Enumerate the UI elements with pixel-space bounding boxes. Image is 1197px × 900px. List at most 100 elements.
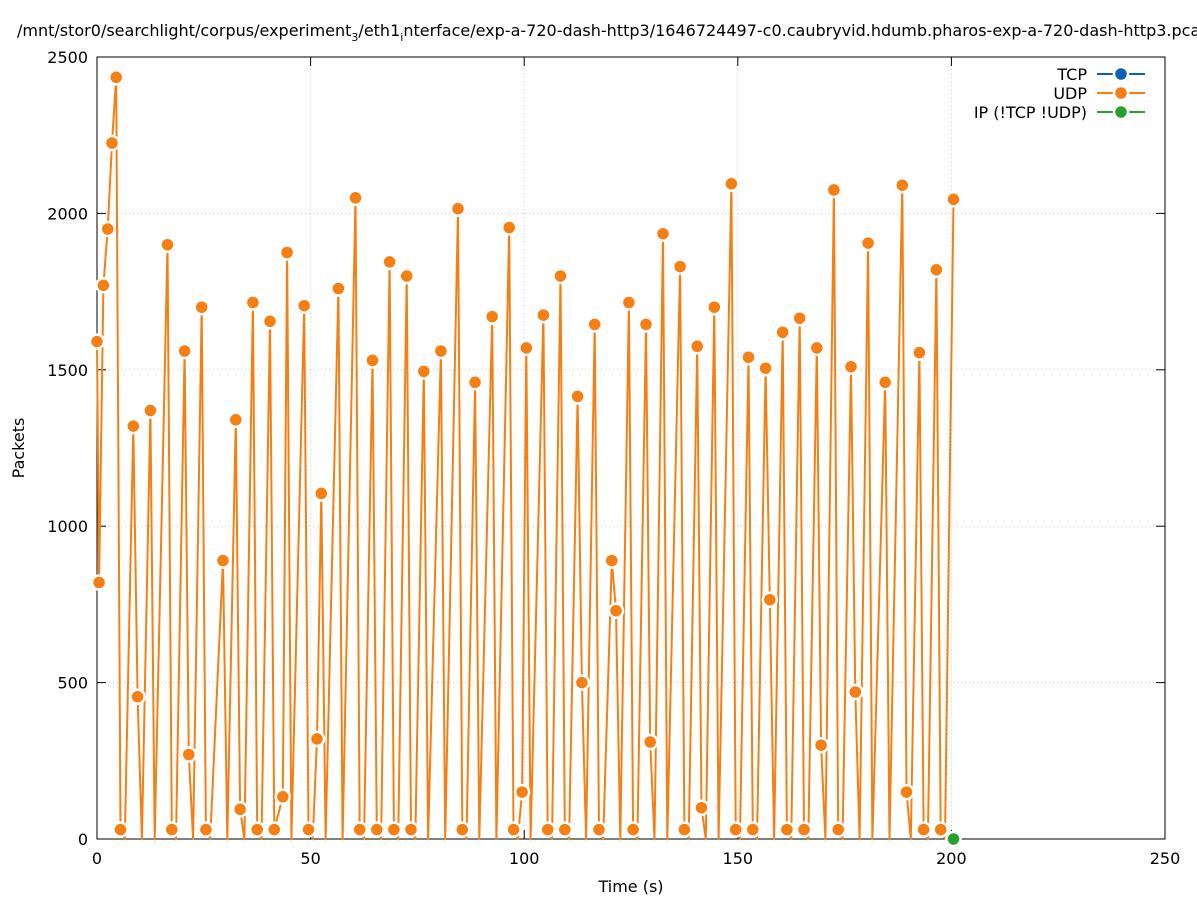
- legend-marker: [1112, 103, 1130, 121]
- y-tick-label: 0: [78, 830, 88, 849]
- legend-label: IP (!TCP !UDP): [974, 103, 1087, 122]
- data-point: [915, 821, 932, 838]
- data-point: [483, 308, 501, 325]
- data-point: [266, 821, 283, 838]
- data-point: [88, 333, 106, 350]
- data-point: [744, 821, 762, 838]
- data-point: [274, 788, 292, 806]
- data-point: [552, 267, 569, 285]
- data-point: [193, 298, 210, 316]
- data-point: [812, 736, 830, 754]
- series-layer: [88, 69, 962, 848]
- data-point: [727, 821, 744, 838]
- series-line: [96, 76, 955, 840]
- data-point: [505, 821, 522, 838]
- data-point: [214, 552, 232, 569]
- data-point: [385, 821, 403, 838]
- data-point: [778, 821, 796, 838]
- data-point: [125, 417, 142, 435]
- data-point: [676, 821, 693, 838]
- data-point: [894, 176, 911, 194]
- data-point: [539, 821, 556, 838]
- legend-label: UDP: [1053, 84, 1087, 103]
- data-point: [945, 830, 962, 848]
- data-point: [774, 324, 791, 341]
- data-point: [231, 801, 249, 818]
- data-point: [932, 821, 949, 838]
- data-point: [261, 313, 279, 330]
- data-point: [928, 261, 945, 278]
- data-point: [176, 342, 193, 360]
- data-point: [398, 267, 415, 285]
- data-point: [641, 733, 659, 751]
- data-point: [308, 730, 326, 748]
- data-point: [847, 683, 864, 701]
- y-axis-title: Packets: [9, 418, 28, 479]
- y-tick-label: 2000: [47, 204, 88, 223]
- data-point: [706, 298, 723, 316]
- data-point: [368, 821, 386, 838]
- y-tick-label: 500: [57, 674, 88, 693]
- data-point: [159, 236, 176, 253]
- data-point: [945, 191, 962, 208]
- x-tick-label: 250: [1150, 849, 1181, 868]
- data-point: [556, 821, 574, 838]
- axis-ticks: [96, 56, 1166, 840]
- data-point: [197, 821, 215, 838]
- data-point: [607, 602, 625, 619]
- data-point: [671, 258, 689, 275]
- legend-label: TCP: [1056, 65, 1087, 84]
- data-point: [454, 821, 471, 838]
- chart-title-part-1: /mnt/stor0/searchlight/corpus/experiment: [17, 21, 351, 40]
- data-point: [402, 821, 420, 838]
- data-point: [795, 821, 813, 838]
- x-axis-title: Time (s): [597, 877, 663, 896]
- data-point: [95, 277, 112, 294]
- data-point: [911, 344, 928, 361]
- data-point: [723, 175, 740, 192]
- chart-title-subscript-2: i: [400, 31, 403, 44]
- data-point: [513, 783, 531, 801]
- data-point: [99, 220, 116, 238]
- y-tick-label: 1500: [47, 361, 88, 380]
- data-point: [90, 574, 108, 591]
- data-point: [278, 244, 296, 261]
- data-point: [654, 225, 672, 242]
- data-point: [227, 411, 245, 429]
- data-point: [415, 363, 433, 380]
- data-point: [500, 219, 518, 236]
- data-point: [620, 294, 638, 311]
- data-point: [300, 821, 317, 838]
- data-point: [842, 358, 860, 375]
- data-point: [590, 821, 608, 838]
- data-point: [535, 306, 552, 324]
- chart-title-part-2: /eth1: [358, 21, 400, 40]
- legend-marker: [1112, 65, 1130, 83]
- data-point: [808, 339, 826, 357]
- data-point: [518, 339, 535, 357]
- data-point: [859, 234, 877, 252]
- data-point: [163, 821, 181, 838]
- x-tick-label: 200: [936, 849, 967, 868]
- data-point: [330, 280, 347, 297]
- x-tick-label: 100: [509, 849, 540, 868]
- chart-title: /mnt/stor0/searchlight/corpus/experiment…: [17, 21, 1197, 44]
- data-point: [129, 688, 146, 705]
- data-point: [103, 134, 121, 152]
- y-tick-label: 1000: [47, 517, 88, 536]
- x-tick-label: 50: [300, 849, 320, 868]
- data-point: [624, 821, 642, 838]
- data-point: [757, 359, 774, 377]
- data-point: [248, 821, 266, 838]
- chart-title-part-3: nterface/exp-a-720-dash-http3/1646724497…: [403, 21, 1197, 40]
- data-point: [825, 181, 843, 199]
- data-point: [351, 821, 368, 838]
- x-tick-label: 150: [723, 849, 754, 868]
- series: [945, 830, 962, 848]
- data-point: [142, 402, 159, 419]
- data-point: [693, 799, 710, 816]
- data-point: [586, 316, 603, 333]
- data-point: [364, 352, 381, 369]
- x-tick-label: 0: [92, 849, 102, 868]
